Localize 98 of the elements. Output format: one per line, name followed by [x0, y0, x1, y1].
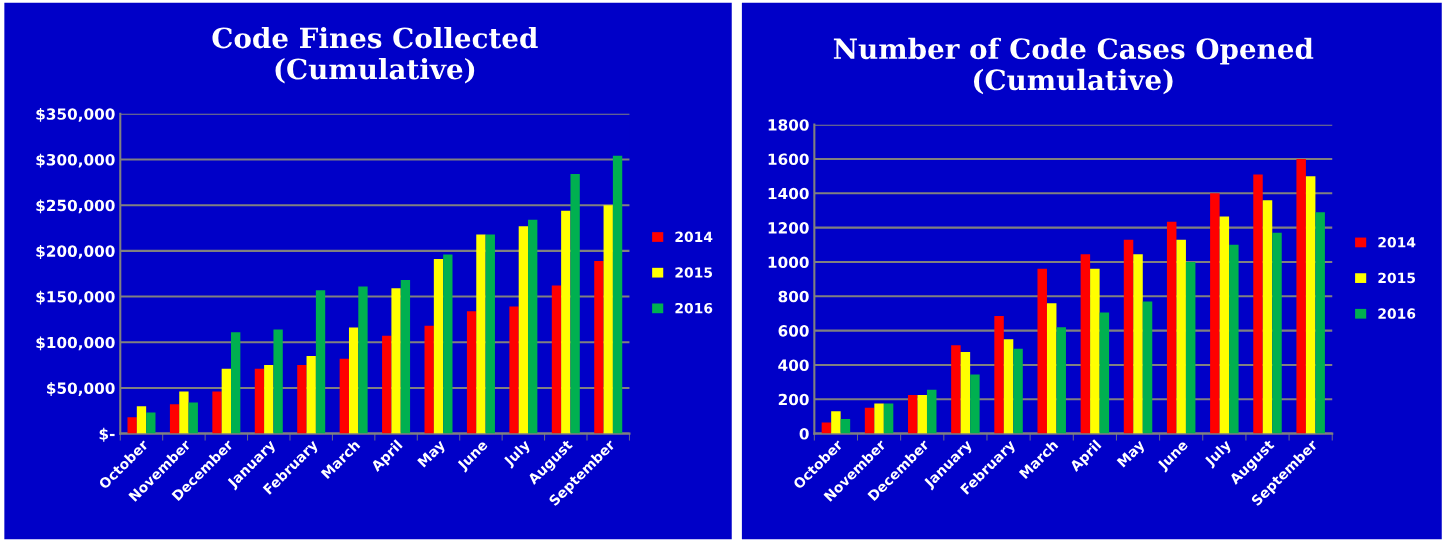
- bar: [391, 288, 401, 434]
- bar: [994, 316, 1004, 434]
- bar: [528, 219, 538, 434]
- y-tick-label: 200: [778, 393, 809, 406]
- bar: [146, 412, 156, 434]
- bar: [518, 226, 529, 434]
- legend-label: 2016: [675, 302, 713, 314]
- bar: [821, 422, 832, 434]
- legend-label: 2014: [1378, 236, 1416, 248]
- bar: [485, 234, 495, 434]
- y-tick-label: $150,000: [36, 290, 115, 305]
- bar: [315, 290, 326, 434]
- bar: [1262, 200, 1273, 434]
- y-tick-label: $50,000: [47, 382, 115, 396]
- y-tick-label: 1400: [768, 187, 809, 200]
- y-tick-label: 1600: [768, 153, 809, 166]
- bar: [970, 374, 980, 434]
- bar: [212, 391, 222, 434]
- y-tick-label: $300,000: [36, 153, 115, 168]
- y-tick-label: 1000: [768, 256, 809, 268]
- y-tick-label: 0: [799, 428, 809, 440]
- bar: [127, 417, 137, 434]
- bar: [551, 285, 562, 434]
- bar: [1123, 239, 1134, 434]
- legend-label: 2016: [1378, 308, 1416, 319]
- bar: [917, 394, 927, 434]
- bar: [509, 306, 519, 434]
- bar: [1037, 268, 1047, 434]
- bar: [1219, 216, 1230, 434]
- bar: [1003, 339, 1014, 434]
- bar: [1315, 212, 1325, 434]
- bar: [221, 368, 232, 434]
- bar: [831, 411, 841, 434]
- bar: [264, 365, 274, 434]
- y-tick-label: 800: [778, 290, 809, 303]
- y-tick-label: $200,000: [36, 245, 115, 259]
- bar: [466, 311, 477, 434]
- bar: [424, 325, 434, 434]
- bar: [433, 259, 444, 434]
- bar: [1142, 301, 1153, 434]
- bar: [1305, 176, 1316, 434]
- bar: [1296, 158, 1306, 434]
- bar: [1210, 193, 1220, 434]
- bar: [864, 407, 875, 434]
- bar: [603, 205, 613, 434]
- bar: [400, 280, 411, 434]
- bar: [169, 404, 180, 434]
- bar: [926, 389, 937, 434]
- bar: [382, 335, 392, 434]
- bar: [874, 403, 884, 434]
- y-tick-label: 1800: [768, 119, 809, 131]
- bar: [188, 402, 198, 434]
- bar: [570, 174, 580, 434]
- bar: [883, 403, 894, 434]
- bar: [1166, 221, 1177, 434]
- bar: [1056, 327, 1066, 434]
- bar: [254, 368, 265, 434]
- bar: [951, 345, 961, 434]
- bar: [1253, 174, 1263, 434]
- bar: [339, 358, 349, 434]
- bar: [231, 332, 241, 434]
- y-tick-label: $-: [99, 427, 115, 442]
- y-tick-label: $350,000: [36, 108, 115, 122]
- legend-label: 2015: [1378, 272, 1416, 284]
- bar: [1272, 232, 1282, 434]
- y-tick-label: 400: [778, 359, 809, 371]
- bar: [594, 260, 604, 434]
- bar: [907, 394, 918, 434]
- bar: [561, 210, 571, 434]
- bar: [273, 329, 283, 434]
- bar: [1013, 348, 1023, 434]
- bar: [1176, 239, 1186, 434]
- bar: [1185, 261, 1196, 434]
- chart-title: Number of Code Cases Opened (Cumulative): [833, 37, 1314, 95]
- bar: [1080, 254, 1091, 434]
- bar: [960, 352, 971, 434]
- bar: [1229, 244, 1239, 434]
- bar: [1133, 254, 1143, 434]
- bar: [179, 391, 189, 434]
- legend-label: 2014: [675, 231, 713, 243]
- legend-label: 2015: [675, 267, 713, 278]
- bar: [1090, 268, 1100, 434]
- bar: [1046, 303, 1057, 434]
- bar: [136, 406, 147, 434]
- bar: [612, 155, 623, 434]
- bar: [443, 254, 453, 434]
- y-tick-label: 600: [778, 325, 809, 337]
- chart-title: Code Fines Collected (Cumulative): [212, 26, 538, 84]
- bar: [358, 286, 368, 434]
- bar: [348, 327, 359, 434]
- bar: [297, 365, 307, 434]
- bar: [306, 355, 316, 434]
- bar: [1099, 312, 1110, 434]
- bar: [840, 419, 851, 434]
- y-tick-label: $100,000: [36, 336, 115, 351]
- bar: [476, 234, 486, 434]
- y-tick-label: $250,000: [36, 199, 115, 214]
- y-tick-label: 1200: [768, 222, 809, 234]
